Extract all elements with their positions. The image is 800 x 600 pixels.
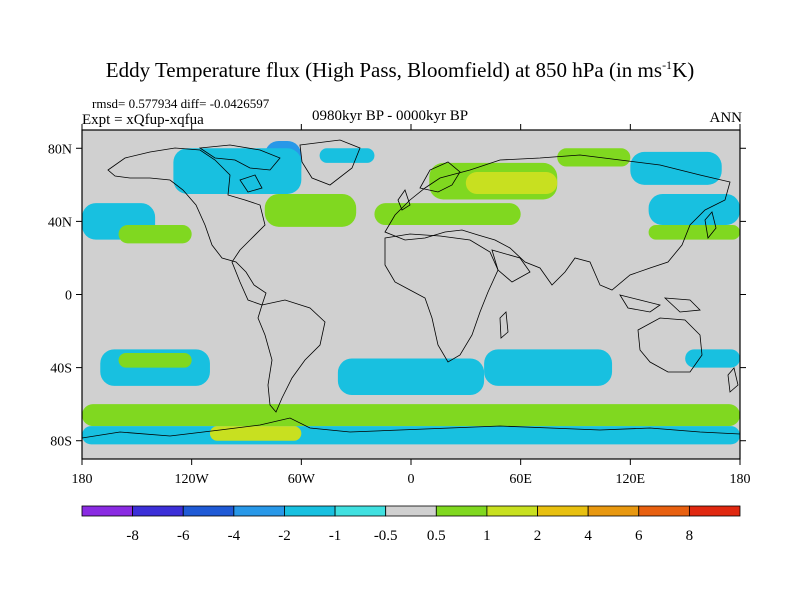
coast-british-isles: [397, 189, 411, 211]
field-region: [118, 225, 192, 244]
field-region: [465, 172, 558, 194]
y-tick-label: 0: [65, 289, 72, 304]
field-region: [557, 148, 631, 167]
colorbar-label: -1: [329, 528, 342, 544]
colorbar-box: [233, 505, 285, 517]
stats-label: rmsd= 0.577934 diff= -0.0426597: [92, 96, 270, 111]
coast-africa: [384, 233, 499, 363]
colorbar-box: [385, 505, 437, 517]
colorbar-box: [334, 505, 387, 517]
x-tick-label: 60W: [288, 472, 316, 487]
y-tick-label: 80N: [48, 142, 72, 157]
colorbar-box: [284, 505, 336, 517]
coast-south-america: [257, 299, 326, 413]
coast-north-america: [107, 147, 267, 306]
colorbar-box: [638, 505, 690, 517]
field-region: [337, 358, 485, 396]
colorbar-label: 6: [635, 528, 643, 544]
season-label: ANN: [709, 110, 743, 126]
field-region: [648, 193, 740, 226]
colorbar-label: -8: [126, 528, 139, 544]
colorbar-label: 8: [686, 528, 694, 544]
coast-japan: [704, 211, 717, 239]
field-region: [648, 225, 740, 240]
field-region: [374, 203, 521, 226]
period-label: 0980kyr BP - 0000kyr BP: [312, 108, 469, 124]
colorbar-box: [537, 505, 589, 517]
field-region: [173, 148, 302, 194]
x-tick-label: 180: [72, 472, 93, 487]
field-region: [685, 349, 740, 368]
coast-indonesia: [619, 294, 661, 313]
field-region: [630, 151, 722, 185]
coast-new-zealand: [727, 367, 739, 393]
colorbar-label: -4: [228, 528, 241, 544]
colorbar-box: [486, 505, 538, 517]
colorbar-box: [182, 505, 235, 517]
colorbar-label: -2: [278, 528, 291, 544]
colorbar-box: [81, 505, 134, 517]
field-layer: [82, 130, 740, 459]
field-region: [264, 193, 357, 227]
y-tick-label: 80S: [50, 435, 72, 450]
field-region: [484, 349, 613, 386]
coast-greenland: [299, 139, 361, 186]
field-region: [82, 404, 740, 427]
field-region: [209, 426, 302, 441]
field-region: [319, 148, 375, 163]
coast-antarctica: [82, 417, 740, 439]
x-tick-label: 60E: [509, 472, 532, 487]
x-tick-label: 120E: [616, 472, 646, 487]
experiment-label: Expt = xQfup-xqfua: [82, 112, 204, 128]
coast-madagascar: [499, 311, 509, 339]
coast-australia: [637, 317, 703, 373]
plot-title: Eddy Temperature flux (High Pass, Bloomf…: [105, 58, 695, 82]
colorbar-label: 0.5: [427, 528, 446, 544]
x-tick-label: 0: [408, 472, 415, 487]
y-axis: 80N 40N 0 40S 80S: [48, 142, 746, 450]
colorbar-label: 4: [584, 528, 592, 544]
x-tick-label: 180: [730, 472, 751, 487]
colorbar-label: -0.5: [374, 528, 398, 544]
coast-arctic-islands: [198, 144, 281, 171]
field-region: [118, 352, 192, 368]
colorbar-label: 2: [534, 528, 542, 544]
y-tick-label: 40S: [50, 362, 72, 377]
coast-arabia: [491, 249, 531, 283]
y-tick-label: 40N: [48, 215, 72, 230]
field-region: [82, 426, 740, 445]
coastlines: [82, 139, 740, 439]
coast-eurasia: [384, 154, 731, 291]
x-tick-label: 120W: [175, 472, 210, 487]
colorbar-box: [435, 505, 488, 517]
colorbar-box: [132, 505, 184, 517]
colorbar-box: [688, 505, 741, 517]
colorbar: -8 -6 -4 -2 -1 -0.5 0.5 1 2 4 6 8: [81, 505, 741, 544]
coast-scandinavia: [419, 161, 461, 193]
x-axis: 180 120W 60W 0 60E 120E 180: [72, 124, 751, 487]
colorbar-box: [587, 505, 640, 517]
colorbar-label: -6: [177, 528, 190, 544]
colorbar-label: 1: [483, 528, 491, 544]
